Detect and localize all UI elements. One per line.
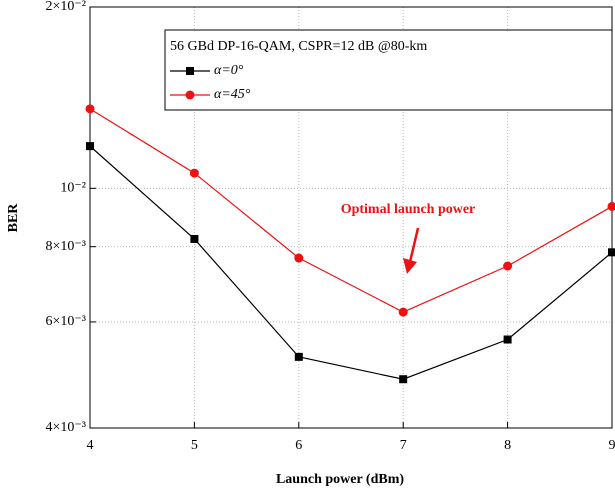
plot-frame	[89, 6, 613, 429]
y-tick-label: 10⁻²	[60, 181, 86, 196]
y-axis-label: BER	[6, 203, 21, 233]
y-tick-label: 8×10⁻³	[46, 239, 86, 254]
x-tick-label: 9	[609, 438, 615, 453]
data-point	[399, 375, 408, 384]
x-tick-label: 4	[87, 438, 94, 453]
annotation: Optimal launch power	[341, 202, 476, 217]
legend-label: α=45°	[214, 87, 251, 102]
y-tick-label: 6×10⁻³	[46, 314, 86, 329]
data-point	[607, 201, 615, 211]
legend-marker	[185, 90, 195, 100]
x-tick-label: 5	[191, 438, 198, 453]
data-point	[294, 253, 304, 263]
data-point	[503, 261, 513, 271]
data-point	[608, 248, 615, 257]
series-line	[89, 108, 613, 313]
x-tick-label: 7	[400, 438, 407, 453]
y-tick-label: 4×10⁻³	[46, 420, 86, 435]
annotation-arrow	[408, 227, 420, 263]
legend-label: α=0°	[214, 63, 244, 78]
x-axis-label: Launch power (dBm)	[276, 472, 404, 487]
data-point	[294, 352, 303, 361]
data-point	[189, 168, 199, 178]
data-point	[85, 104, 95, 114]
legend-marker	[186, 67, 194, 75]
data-point	[398, 307, 408, 317]
legend-title: 56 GBd DP-16-QAM, CSPR=12 dB @80-km	[170, 39, 427, 54]
series-line	[89, 145, 613, 380]
annotation-arrowhead	[403, 258, 417, 274]
data-point	[503, 335, 512, 344]
y-tick-label: 2×10⁻²	[46, 0, 86, 14]
legend-box	[164, 29, 613, 111]
x-tick-label: 8	[504, 438, 511, 453]
data-point	[86, 142, 94, 151]
x-tick-label: 6	[295, 438, 302, 453]
data-point	[190, 234, 199, 243]
